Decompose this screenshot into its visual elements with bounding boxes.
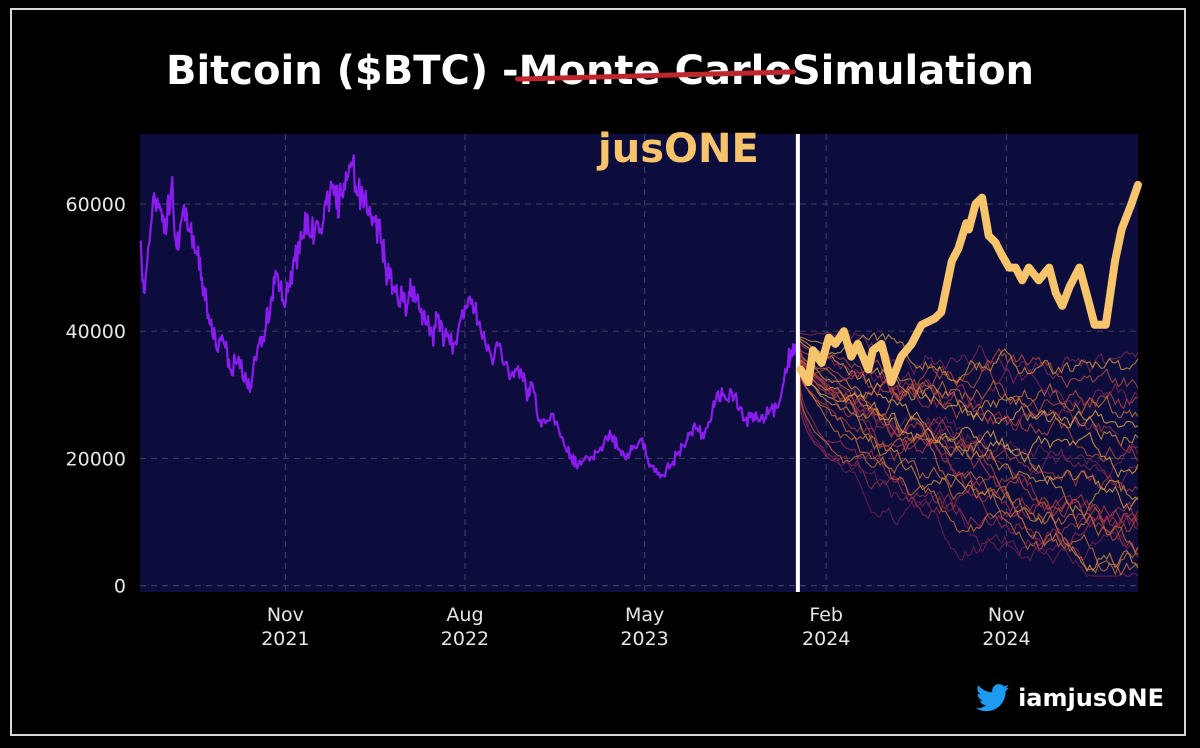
simulation-path xyxy=(797,351,1139,478)
simulation-path xyxy=(797,357,1139,576)
simulation-path xyxy=(797,339,1139,454)
y-tick-label: 0 xyxy=(114,576,126,598)
x-tick-label: Feb xyxy=(809,604,843,626)
x-tick-label: Nov xyxy=(267,604,304,626)
x-tick-label: May xyxy=(625,604,664,626)
simulation-path xyxy=(797,347,1139,399)
simulation-path xyxy=(797,361,1139,408)
x-tick-label: 2024 xyxy=(802,628,850,650)
x-tick-label: 2021 xyxy=(261,628,309,650)
title-struck-text: Monte Carlo xyxy=(514,48,796,94)
simulation-path xyxy=(797,340,1139,577)
simulation-path xyxy=(797,359,1139,555)
grid-lines xyxy=(140,134,1138,592)
simulation-path xyxy=(797,330,1139,380)
chart-title: Bitcoin ($BTC) - Monte Carlo Simulation xyxy=(0,48,1200,94)
hand-drawn-line xyxy=(796,180,1142,387)
y-tick-label: 20000 xyxy=(66,448,126,470)
simulation-path xyxy=(797,340,1139,479)
title-suffix: Simulation xyxy=(791,48,1035,94)
handle-text: iamjusONE xyxy=(1018,684,1164,712)
simulation-path xyxy=(797,356,1139,418)
image-frame xyxy=(10,8,1186,736)
x-tick-label: 2024 xyxy=(982,628,1030,650)
hand-drawn-series xyxy=(796,180,1142,387)
simulation-path xyxy=(797,328,1139,524)
x-tick-label: 2023 xyxy=(620,628,668,650)
historical-series xyxy=(139,154,799,479)
simulation-path xyxy=(797,349,1139,577)
simulation-paths xyxy=(797,328,1139,577)
title-prefix: Bitcoin ($BTC) - xyxy=(165,48,519,94)
simulation-path xyxy=(797,329,1139,545)
y-axis: 0 20000 40000 60000 xyxy=(66,194,126,598)
x-tick-label: 2022 xyxy=(441,628,489,650)
simulation-path xyxy=(797,353,1139,565)
x-tick-label: Nov xyxy=(988,604,1025,626)
simulation-path xyxy=(797,336,1139,527)
x-tick-label: Aug xyxy=(446,604,483,626)
simulation-path xyxy=(797,363,1139,519)
annotation-label: jusONE xyxy=(598,126,759,172)
simulation-path xyxy=(797,350,1139,489)
simulation-path xyxy=(797,354,1139,542)
simulation-path xyxy=(797,364,1139,558)
simulation-path xyxy=(797,350,1139,493)
twitter-handle[interactable]: iamjusONE xyxy=(976,684,1164,712)
y-tick-label: 40000 xyxy=(66,321,126,343)
historical-line xyxy=(139,154,799,479)
twitter-bird-icon xyxy=(976,684,1010,712)
y-tick-label: 60000 xyxy=(66,194,126,216)
simulation-path xyxy=(797,359,1139,547)
